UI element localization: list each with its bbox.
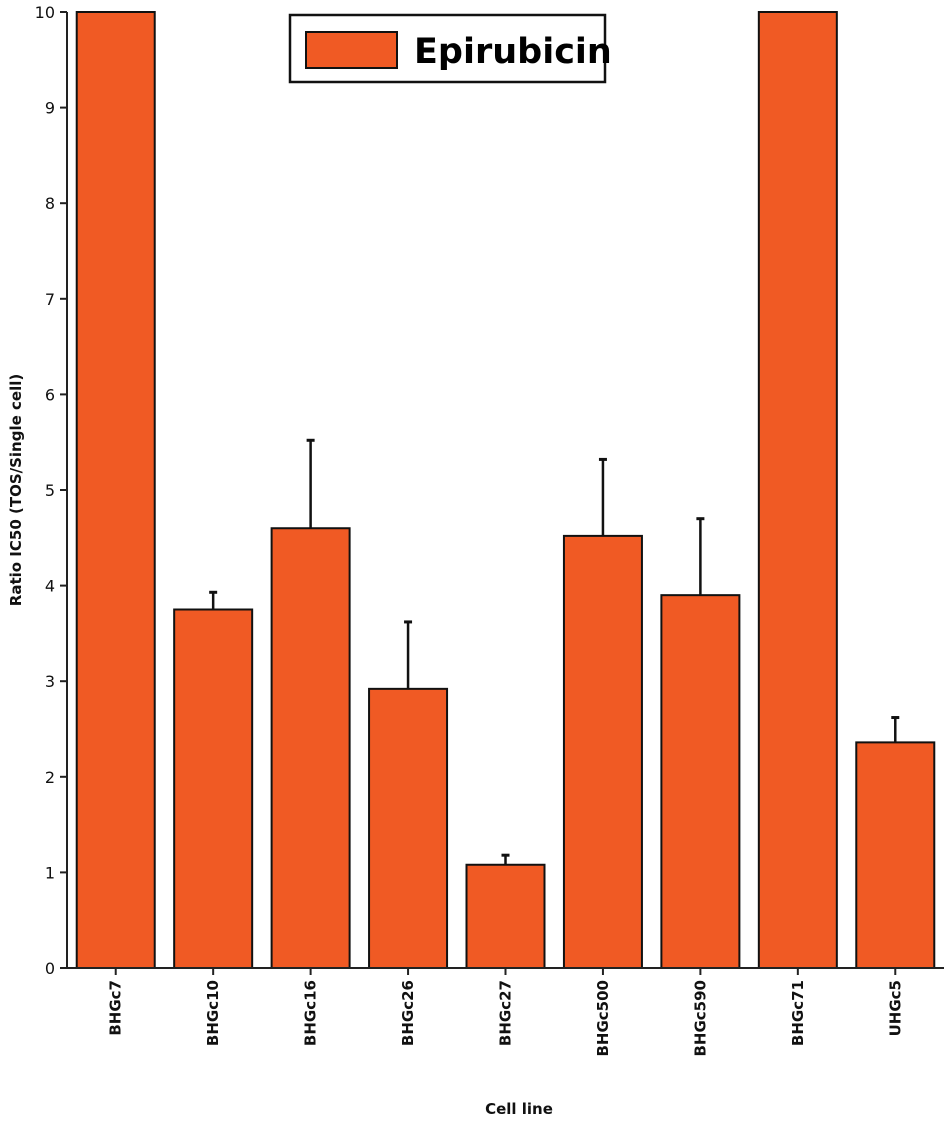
bar-bhgc590 <box>660 594 741 969</box>
x-tick-label: BHGc7 <box>107 980 125 1036</box>
y-tick-label: 1 <box>45 863 55 882</box>
y-tick-label: 4 <box>45 577 55 596</box>
bar-bhgc500 <box>562 534 643 969</box>
y-tick-label: 5 <box>45 481 55 500</box>
y-tick-label: 6 <box>45 385 55 404</box>
x-tick-label: UHGc5 <box>886 980 904 1036</box>
bar-bhgc26 <box>368 687 449 970</box>
y-axis-label: Ratio IC50 (TOS/Single cell) <box>7 374 25 606</box>
x-tick-label: BHGc26 <box>399 980 417 1046</box>
error-bars-group <box>209 438 900 865</box>
x-tick-label: BHGc10 <box>204 980 222 1046</box>
legend-label-epirubicin: Epirubicin <box>414 32 612 72</box>
bar-bhgc27 <box>465 863 546 970</box>
x-axis-ticks: BHGc7 BHGc10 BHGc16 BHGc26 BHGc27 BHGc500 BHGc… <box>107 968 904 1057</box>
legend-swatch-epirubicin <box>305 31 398 69</box>
bar-bhgc10 <box>173 608 254 969</box>
x-tick-label: BHGc27 <box>497 980 515 1046</box>
bar-bhgc71 <box>757 11 838 969</box>
y-tick-label: 9 <box>45 99 55 118</box>
y-tick-label: 10 <box>35 3 55 22</box>
bars-group <box>75 11 936 970</box>
y-tick-label: 8 <box>45 194 55 213</box>
y-tick-label: 7 <box>45 290 55 309</box>
x-tick-label: BHGc16 <box>302 980 320 1046</box>
bar-bhgc16 <box>270 527 351 969</box>
bar-uhgc5 <box>855 741 936 969</box>
x-tick-label: BHGc590 <box>691 980 709 1057</box>
bar-bhgc7 <box>75 11 156 969</box>
legend: Epirubicin <box>288 13 612 84</box>
y-axis-ticks: 0 1 2 3 4 5 6 7 8 9 10 <box>35 3 67 978</box>
x-tick-label: BHGc71 <box>789 980 807 1046</box>
x-tick-label: BHGc500 <box>594 980 612 1057</box>
y-tick-label: 2 <box>45 768 55 787</box>
y-tick-label: 3 <box>45 672 55 691</box>
y-tick-label: 0 <box>45 959 55 978</box>
x-axis-label: Cell line <box>485 1100 553 1118</box>
